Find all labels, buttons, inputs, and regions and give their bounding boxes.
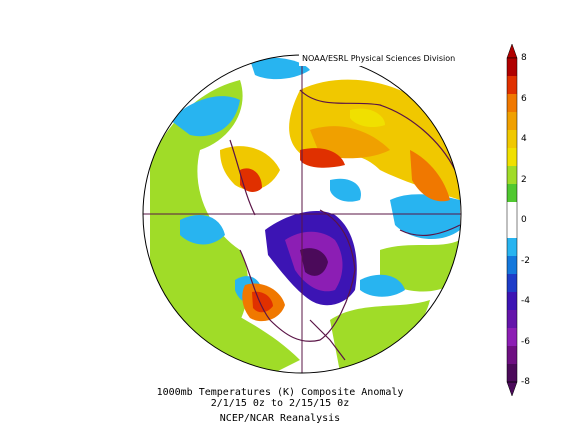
colorbar-swatch <box>507 346 517 364</box>
map-disc <box>143 55 461 373</box>
colorbar-swatch <box>507 130 517 148</box>
colorbar-swatch <box>507 58 517 76</box>
colorbar-swatch <box>507 328 517 346</box>
colorbar-arrow-bottom <box>506 381 518 397</box>
caption-source: NCEP/NCAR Reanalysis <box>219 413 341 424</box>
colorbar-swatch <box>507 148 517 166</box>
caption-title: 1000mb Temperatures (K) Composite Anomal… <box>156 387 404 398</box>
colorbar-tick-label: -6 <box>521 336 530 347</box>
colorbar-tick-label: 8 <box>521 53 527 63</box>
colorbar-tick-label: 4 <box>521 134 527 144</box>
colorbar-arrow-top <box>506 43 518 59</box>
colorbar-swatch <box>507 76 517 94</box>
colorbar-tick-label: -4 <box>521 296 530 306</box>
credit-label: NOAA/ESRL Physical Sciences Division <box>299 52 462 66</box>
colorbar <box>506 43 518 397</box>
colorbar-swatch <box>507 292 517 310</box>
colorbar-swatch <box>507 94 517 112</box>
colorbar-swatch <box>507 274 517 292</box>
colorbar-swatch <box>507 112 517 130</box>
colorbar-tick-label: -2 <box>521 255 530 266</box>
colorbar-swatch <box>507 364 517 382</box>
colorbar-swatch <box>507 256 517 274</box>
colorbar-swatch <box>507 166 517 184</box>
colorbar-swatch <box>507 184 517 202</box>
colorbar-swatch <box>507 238 517 256</box>
colorbar-tick-label: 6 <box>521 93 527 104</box>
colorbar-swatch <box>507 310 517 328</box>
colorbar-tick-label: -8 <box>521 377 530 387</box>
colorbar-swatch <box>507 202 517 220</box>
colorbar-tick-label: 0 <box>521 215 527 225</box>
colorbar-tick-label: 2 <box>521 174 527 185</box>
colorbar-outline <box>506 57 518 383</box>
caption-dates: 2/1/15 0z to 2/15/15 0z <box>210 398 350 409</box>
colorbar-swatch <box>507 220 517 238</box>
